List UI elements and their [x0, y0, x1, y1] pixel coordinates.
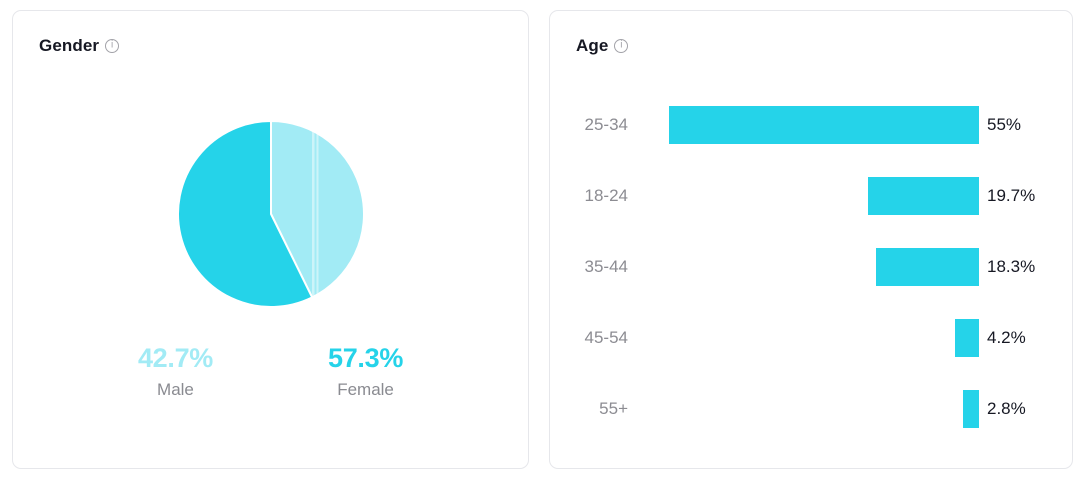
age-bar-value: 2.8% [987, 399, 1026, 418]
age-card: Age 25-34 55% 18-24 19.7% 35-44 [549, 10, 1073, 469]
age-bar-value: 55% [987, 115, 1022, 134]
age-bar-chart: 25-34 55% 18-24 19.7% 35-44 18.3% [576, 106, 1046, 428]
age-bucket-label: 55+ [599, 399, 628, 418]
gender-pie-wrap [39, 119, 502, 309]
age-bar-track [669, 248, 979, 286]
age-card-header: Age [576, 35, 1046, 56]
age-bar-value: 4.2% [987, 328, 1026, 347]
age-row: 35-44 18.3% [576, 248, 1046, 286]
age-bucket-label: 25-34 [584, 115, 628, 134]
age-bar-value: 19.7% [987, 186, 1036, 205]
female-percent: 57.3% [328, 343, 404, 373]
age-row: 45-54 4.2% [576, 319, 1046, 357]
age-bucket-label: 45-54 [584, 328, 628, 347]
age-bar[interactable] [867, 177, 979, 215]
female-label: Female [337, 380, 394, 399]
age-bucket-label: 35-44 [584, 257, 628, 276]
gender-legend-item-male: 42.7% Male [138, 343, 213, 400]
age-row: 55+ 2.8% [576, 390, 1046, 428]
age-bar-track [669, 390, 979, 428]
age-row: 18-24 19.7% [576, 177, 1046, 215]
gender-legend-item-female: 57.3% Female [328, 343, 403, 400]
age-bucket-label: 18-24 [584, 186, 628, 205]
age-bar-track [669, 177, 979, 215]
gender-legend: 42.7% Male 57.3% Female [39, 343, 502, 400]
age-bar[interactable] [669, 106, 979, 144]
age-card-title: Age [576, 35, 609, 55]
age-bar-track [669, 319, 979, 357]
age-row: 25-34 55% [576, 106, 1046, 144]
age-bar-value: 18.3% [987, 257, 1036, 276]
gender-card-header: Gender [39, 35, 502, 56]
info-icon[interactable] [614, 38, 629, 53]
age-bar[interactable] [875, 248, 979, 286]
age-bar[interactable] [963, 390, 979, 428]
info-icon[interactable] [105, 38, 120, 53]
age-bar-track [669, 106, 979, 144]
gender-pie-chart[interactable] [176, 119, 366, 309]
male-label: Male [157, 380, 194, 399]
male-percent: 42.7% [137, 343, 213, 373]
age-bar[interactable] [955, 319, 979, 357]
gender-card-title: Gender [39, 35, 100, 55]
gender-card: Gender 42.7% Male 57.3% Female [12, 10, 529, 469]
